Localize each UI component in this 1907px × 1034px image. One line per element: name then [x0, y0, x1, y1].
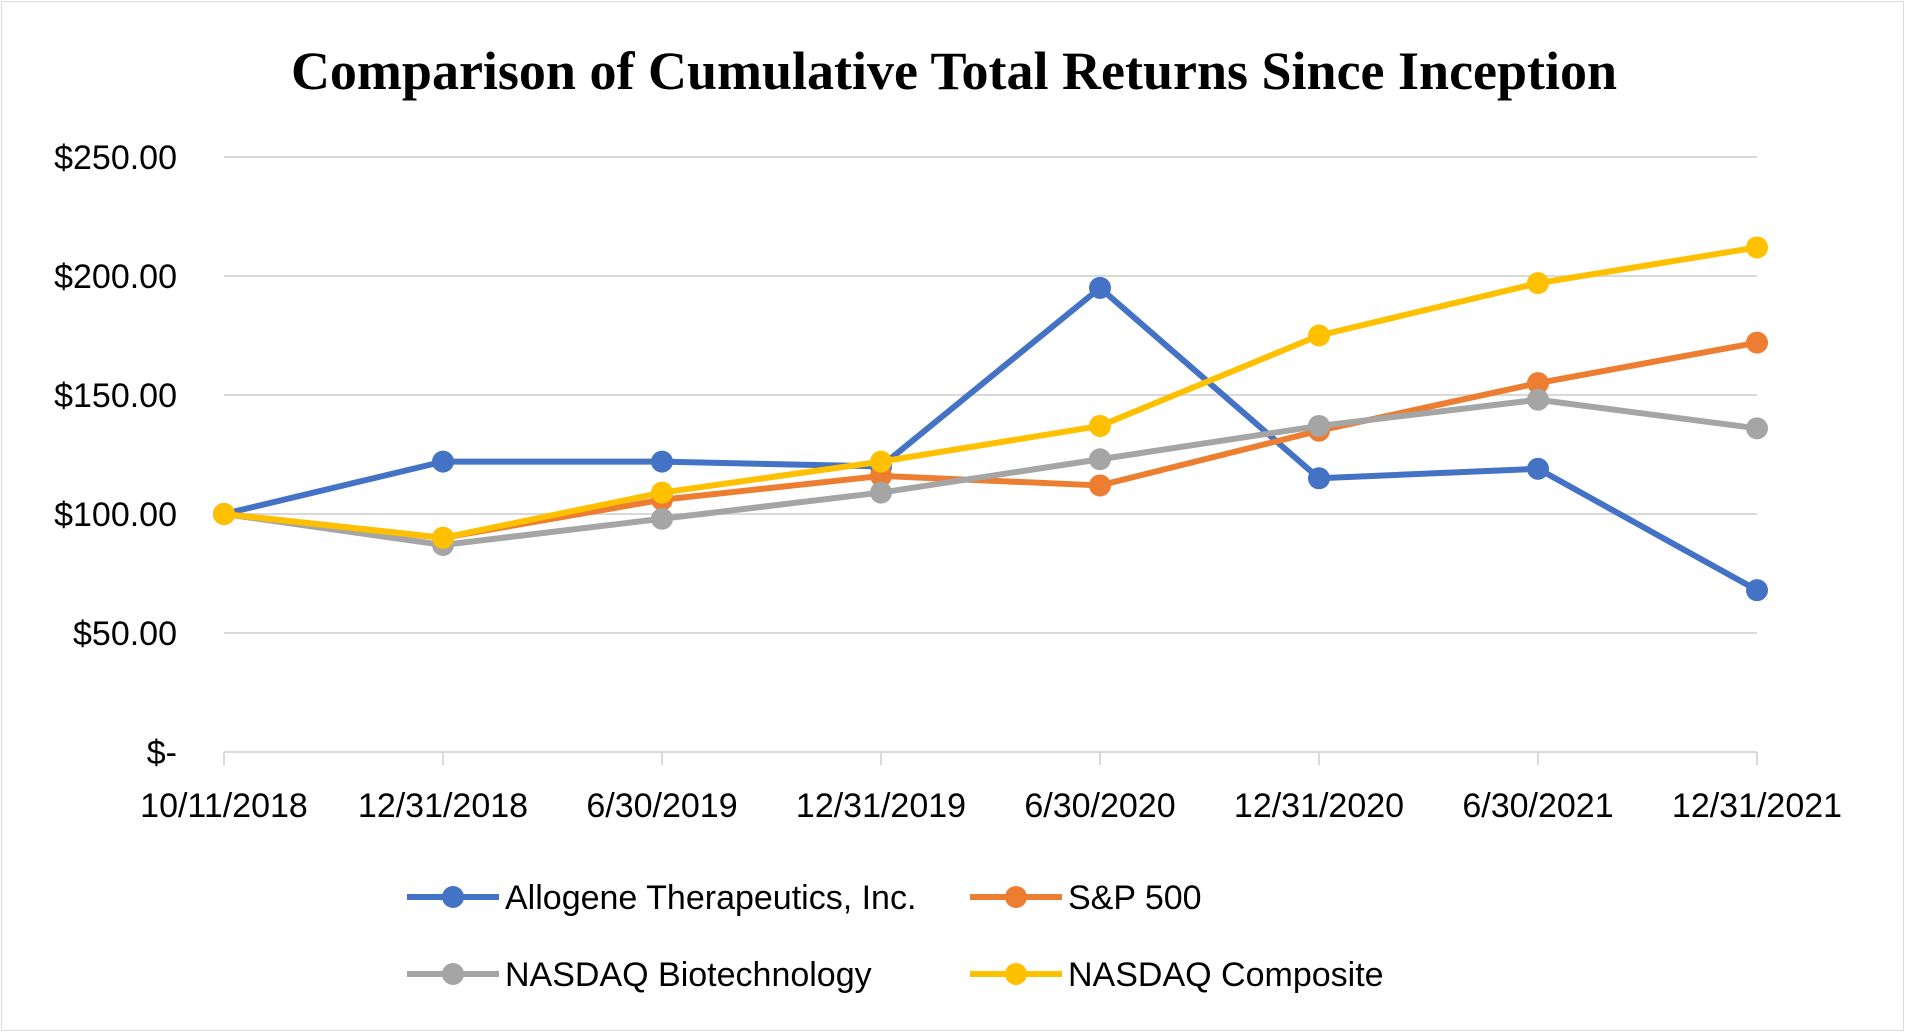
series-line	[221, 339, 1760, 541]
y-tick-label: $250.00	[54, 139, 177, 177]
legend-swatch-marker	[442, 886, 464, 908]
y-tick-label: $150.00	[54, 377, 177, 415]
data-point	[870, 481, 892, 504]
data-point	[651, 507, 673, 530]
legend-label: Allogene Therapeutics, Inc.	[505, 879, 916, 917]
data-point	[1746, 236, 1768, 259]
data-point	[1746, 579, 1768, 602]
legend: Allogene Therapeutics, Inc. S&P 500 NASDAQ…	[407, 879, 1384, 994]
data-point	[1308, 467, 1330, 490]
x-tick-label: 6/30/2019	[586, 787, 737, 825]
data-point	[1746, 417, 1768, 440]
data-point	[651, 481, 673, 504]
x-tick-label: 12/31/2020	[1234, 787, 1404, 825]
data-point	[1089, 474, 1111, 497]
x-tick-label: 12/31/2021	[1672, 787, 1842, 825]
chart-title: Comparison of Cumulative Total Returns S…	[291, 41, 1617, 101]
y-tick-label: $100.00	[54, 496, 177, 534]
series-line	[221, 244, 1760, 541]
legend-swatch-marker	[1005, 886, 1027, 908]
y-tick-label: $200.00	[54, 258, 177, 296]
legend-item: S&P 500	[970, 879, 1202, 917]
x-tick-label: 12/31/2019	[796, 787, 966, 825]
data-point	[870, 450, 892, 473]
x-axis	[223, 751, 1758, 765]
data-point	[651, 450, 673, 473]
data-point	[1308, 324, 1330, 347]
series-3	[213, 236, 1768, 549]
y-axis-tick-labels: $- $50.00 $100.00 $150.00 $200.00 $250.00	[54, 139, 177, 772]
data-point	[1089, 276, 1111, 299]
data-point	[1746, 331, 1768, 354]
x-tick-label: 6/30/2021	[1462, 787, 1613, 825]
y-tick-label: $-	[147, 734, 177, 772]
data-point	[1527, 388, 1549, 411]
legend-item: NASDAQ Biotechnology	[407, 956, 872, 994]
legend-item: Allogene Therapeutics, Inc.	[407, 879, 916, 917]
x-tick-label: 10/11/2018	[140, 787, 308, 825]
legend-swatch-marker	[442, 963, 464, 985]
x-tick-label: 12/31/2018	[358, 787, 528, 825]
x-axis-tick-labels: 10/11/2018 12/31/2018 6/30/2019 12/31/2019 6…	[140, 787, 1842, 825]
data-point	[1527, 272, 1549, 295]
data-point	[213, 503, 235, 525]
data-point	[1308, 414, 1330, 437]
series-line	[221, 396, 1760, 548]
legend-swatch-marker	[1005, 963, 1027, 985]
legend-item: NASDAQ Composite	[970, 956, 1384, 994]
data-point	[432, 450, 454, 473]
data-point	[1089, 414, 1111, 437]
y-tick-label: $50.00	[73, 615, 177, 653]
data-point	[1527, 457, 1549, 480]
series-line	[221, 284, 1760, 594]
gridlines	[224, 156, 1757, 634]
x-tick-label: 6/30/2020	[1024, 787, 1175, 825]
data-point	[1527, 372, 1549, 395]
data-point	[1089, 448, 1111, 471]
legend-label: NASDAQ Biotechnology	[505, 956, 872, 994]
series-lines	[213, 236, 1768, 602]
series-1	[213, 331, 1768, 549]
data-point	[432, 526, 454, 549]
legend-label: NASDAQ Composite	[1068, 956, 1384, 994]
legend-label: S&P 500	[1068, 879, 1202, 917]
